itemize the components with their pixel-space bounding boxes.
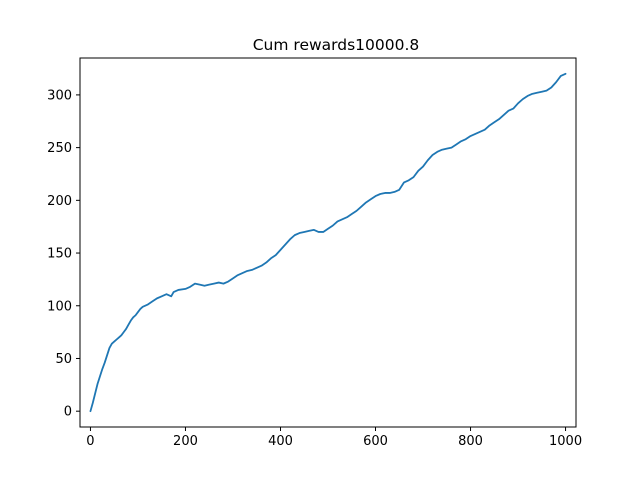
axes-frame (79, 57, 577, 428)
x-tick-label-0: 0 (86, 434, 94, 449)
x-tick-label-800: 800 (458, 434, 483, 449)
tick-marks (76, 94, 567, 431)
y-tick-label-200: 200 (47, 194, 72, 209)
y-tick-label-0: 0 (64, 405, 72, 420)
series-line-1 (89, 72, 567, 413)
chart-title: Cum rewards10000.8 (253, 36, 420, 54)
y-tick-label-50: 50 (55, 352, 72, 367)
axes (79, 57, 577, 428)
x-tick-label-600: 600 (363, 434, 388, 449)
plot-area (80, 58, 576, 427)
y-tick-label-300: 300 (47, 88, 72, 103)
y-tick-label-100: 100 (47, 299, 72, 314)
y-tick-label-150: 150 (47, 247, 72, 262)
tick-labels: 0 200 400 600 800 1000 0 50 100 150 200 250 300 (47, 88, 582, 449)
y-tick-label-250: 250 (47, 141, 72, 156)
x-tick-label-1000: 1000 (549, 434, 582, 449)
plot-background (80, 58, 576, 427)
x-tick-label-400: 400 (268, 434, 293, 449)
x-tick-label-200: 200 (173, 434, 198, 449)
